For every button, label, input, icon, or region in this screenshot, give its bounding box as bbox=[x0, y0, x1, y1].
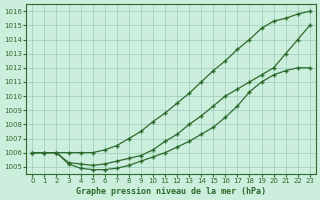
X-axis label: Graphe pression niveau de la mer (hPa): Graphe pression niveau de la mer (hPa) bbox=[76, 187, 266, 196]
